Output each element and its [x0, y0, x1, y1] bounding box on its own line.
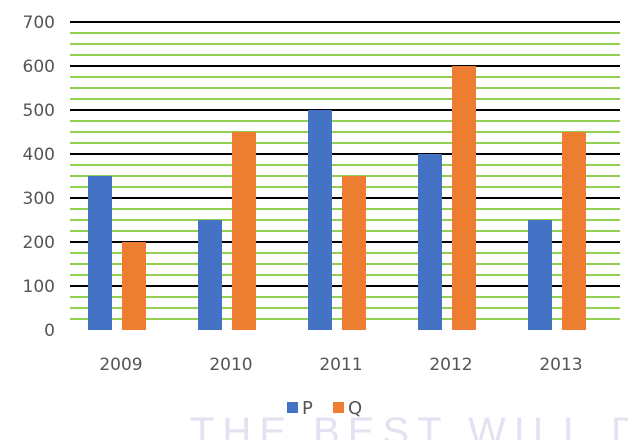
- bar-P-2010: [198, 220, 222, 330]
- bar-Q-2012: [452, 66, 476, 330]
- watermark: THE BEST WILL DO: [190, 410, 628, 440]
- y-tick-label: 600: [23, 57, 55, 77]
- y-tick-label: 700: [23, 13, 55, 33]
- x-tick-label: 2011: [319, 355, 362, 375]
- bar-P-2011: [308, 110, 332, 330]
- x-tick-label: 2013: [539, 355, 582, 375]
- y-tick-label: 300: [23, 189, 55, 209]
- y-tick-label: 100: [23, 277, 55, 297]
- bar-P-2012: [418, 154, 442, 330]
- x-tick-label: 2010: [209, 355, 252, 375]
- legend-swatch-Q: [333, 402, 344, 413]
- x-axis-tick-labels: 2009 2010 2011 2012 2013: [99, 355, 582, 375]
- y-tick-label: 0: [44, 321, 55, 341]
- bar-P-2013: [528, 220, 552, 330]
- x-tick-label: 2012: [429, 355, 472, 375]
- bar-Q-2010: [232, 132, 256, 330]
- y-tick-label: 500: [23, 101, 55, 121]
- legend-label-P: P: [302, 398, 313, 419]
- bars: [88, 66, 586, 330]
- y-axis-tick-labels: 0 100 200 300 400 500 600 700: [23, 13, 55, 341]
- bar-Q-2009: [122, 242, 146, 330]
- y-tick-label: 200: [23, 233, 55, 253]
- bar-Q-2013: [562, 132, 586, 330]
- legend-label-Q: Q: [348, 398, 362, 419]
- legend-swatch-P: [287, 402, 298, 413]
- bar-P-2009: [88, 176, 112, 330]
- x-tick-label: 2009: [99, 355, 142, 375]
- y-tick-label: 400: [23, 145, 55, 165]
- bar-Q-2011: [342, 176, 366, 330]
- watermark-text: THE BEST WILL DO: [190, 410, 628, 440]
